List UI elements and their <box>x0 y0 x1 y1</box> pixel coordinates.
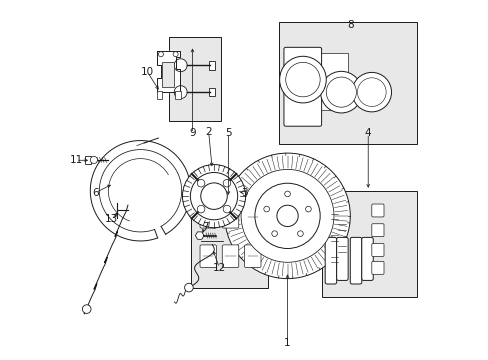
Circle shape <box>276 205 298 226</box>
Circle shape <box>325 77 356 107</box>
Circle shape <box>224 153 349 279</box>
FancyBboxPatch shape <box>244 245 261 267</box>
Text: 3: 3 <box>241 188 247 198</box>
Circle shape <box>197 205 204 213</box>
Bar <box>156 91 162 99</box>
Bar <box>209 88 215 96</box>
Circle shape <box>351 72 391 112</box>
Circle shape <box>223 179 230 187</box>
FancyBboxPatch shape <box>222 206 238 228</box>
Circle shape <box>284 191 290 197</box>
Bar <box>209 61 215 69</box>
FancyBboxPatch shape <box>371 224 383 237</box>
Text: 6: 6 <box>92 188 99 198</box>
FancyBboxPatch shape <box>200 206 216 228</box>
Text: 7: 7 <box>202 222 208 231</box>
Circle shape <box>182 165 245 228</box>
Bar <box>190 200 267 288</box>
Circle shape <box>320 71 362 113</box>
Bar <box>169 37 221 121</box>
Circle shape <box>285 62 320 97</box>
Text: 11: 11 <box>69 155 82 165</box>
Text: 10: 10 <box>141 67 154 77</box>
FancyBboxPatch shape <box>371 243 383 256</box>
Polygon shape <box>156 51 180 92</box>
Circle shape <box>241 170 333 262</box>
Text: 12: 12 <box>212 263 225 273</box>
Circle shape <box>271 231 277 237</box>
Circle shape <box>82 305 91 314</box>
Circle shape <box>184 283 193 292</box>
FancyBboxPatch shape <box>336 237 347 280</box>
Bar <box>162 62 174 87</box>
FancyBboxPatch shape <box>349 237 361 284</box>
FancyBboxPatch shape <box>200 245 216 267</box>
Circle shape <box>190 172 237 220</box>
Bar <box>175 91 181 99</box>
Text: 9: 9 <box>189 129 195 138</box>
FancyBboxPatch shape <box>371 204 383 217</box>
FancyBboxPatch shape <box>244 206 261 228</box>
Circle shape <box>264 206 269 212</box>
Circle shape <box>297 231 303 237</box>
Text: 13: 13 <box>105 215 118 224</box>
Bar <box>319 53 348 110</box>
Circle shape <box>174 59 187 72</box>
Text: 8: 8 <box>346 20 353 30</box>
Polygon shape <box>195 232 203 239</box>
Circle shape <box>223 205 230 213</box>
Bar <box>278 22 416 144</box>
Text: 2: 2 <box>205 127 211 136</box>
Circle shape <box>305 206 310 212</box>
Bar <box>321 191 416 297</box>
FancyBboxPatch shape <box>222 245 238 267</box>
Circle shape <box>254 183 320 248</box>
Circle shape <box>173 52 178 57</box>
Bar <box>85 156 91 163</box>
Circle shape <box>158 52 163 57</box>
FancyBboxPatch shape <box>361 237 372 280</box>
FancyBboxPatch shape <box>284 47 321 126</box>
Circle shape <box>201 183 227 210</box>
FancyBboxPatch shape <box>371 261 383 274</box>
Circle shape <box>279 56 325 103</box>
Text: 4: 4 <box>364 129 371 138</box>
Circle shape <box>197 179 204 187</box>
Circle shape <box>357 78 386 107</box>
Circle shape <box>90 156 97 163</box>
Text: 1: 1 <box>284 338 290 348</box>
Circle shape <box>174 86 187 99</box>
FancyBboxPatch shape <box>325 237 336 284</box>
Text: 5: 5 <box>224 129 231 138</box>
